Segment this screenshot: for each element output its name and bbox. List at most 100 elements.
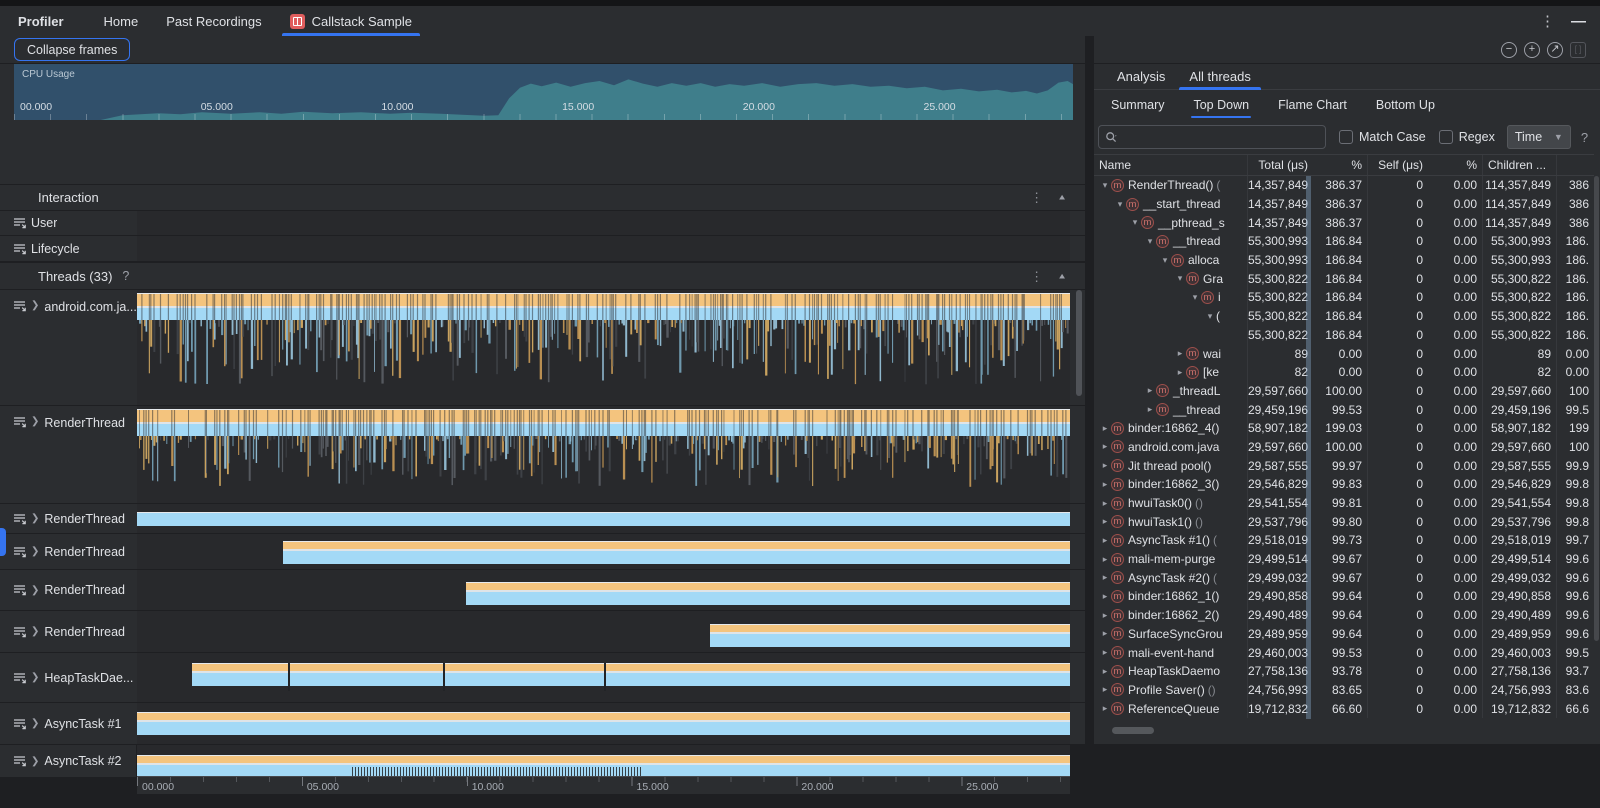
interaction-kebab-icon[interactable]: ⋮ xyxy=(1030,191,1043,204)
thread-track[interactable] xyxy=(137,745,1070,777)
thread-row-6[interactable]: ❯HeapTaskDae... xyxy=(0,653,1085,703)
tree-expanded-icon[interactable]: ▾ xyxy=(1159,255,1171,266)
thread-track[interactable] xyxy=(137,653,1070,702)
tab-past-recordings[interactable]: Past Recordings xyxy=(152,6,275,36)
interaction-row-user[interactable]: User xyxy=(0,211,1085,236)
expand-chevron-icon[interactable]: ❯ xyxy=(31,416,39,427)
thread-track[interactable] xyxy=(137,290,1070,405)
thread-row-7[interactable]: ❯AsyncTask #1 xyxy=(0,703,1085,745)
threads-kebab-icon[interactable]: ⋮ xyxy=(1030,270,1043,283)
tree-expanded-icon[interactable]: ▾ xyxy=(1204,311,1216,322)
thread-activity-bar[interactable] xyxy=(710,624,1070,647)
interaction-track[interactable] xyxy=(137,211,1070,235)
thread-row-5[interactable]: ❯RenderThread xyxy=(0,611,1085,653)
tree-collapsed-icon[interactable]: ▸ xyxy=(1144,385,1156,396)
tree-collapsed-icon[interactable]: ▸ xyxy=(1099,628,1111,639)
tree-collapsed-icon[interactable]: ▸ xyxy=(1174,367,1186,378)
tool-window-stripe-indicator[interactable] xyxy=(0,528,6,556)
thread-activity-bar[interactable] xyxy=(466,582,1070,605)
tree-collapsed-icon[interactable]: ▸ xyxy=(1099,610,1111,621)
thread-label[interactable]: ❯RenderThread xyxy=(0,611,136,652)
search-help-icon[interactable]: ? xyxy=(1581,130,1588,145)
tree-expanded-icon[interactable]: ▾ xyxy=(1129,217,1141,228)
expand-chevron-icon[interactable]: ❯ xyxy=(31,546,39,557)
column-header-self[interactable]: Self (μs) xyxy=(1368,155,1428,175)
tree-collapsed-icon[interactable]: ▸ xyxy=(1099,479,1111,490)
thread-label[interactable]: ❯AsyncTask #1 xyxy=(0,703,136,744)
expand-chevron-icon[interactable]: ❯ xyxy=(31,585,39,596)
tree-collapsed-icon[interactable]: ▸ xyxy=(1099,591,1111,602)
match-case-checkbox[interactable] xyxy=(1339,130,1353,144)
expand-chevron-icon[interactable]: ❯ xyxy=(31,513,39,524)
zoom-in-icon[interactable]: + xyxy=(1524,42,1540,58)
tab-all-threads[interactable]: All threads xyxy=(1177,64,1262,90)
tree-expanded-icon[interactable]: ▾ xyxy=(1174,273,1186,284)
expand-chevron-icon[interactable]: ❯ xyxy=(31,626,39,637)
thread-activity-bar[interactable] xyxy=(137,512,1070,526)
thread-row-3[interactable]: ❯RenderThread xyxy=(0,534,1085,570)
column-header-name[interactable]: Name xyxy=(1094,155,1248,175)
table-horizontal-scrollbar-thumb[interactable] xyxy=(1112,727,1154,734)
tab-analysis[interactable]: Analysis xyxy=(1105,64,1177,90)
table-vertical-scrollbar-thumb[interactable] xyxy=(1594,176,1599,641)
interaction-row-lifecycle[interactable]: Lifecycle xyxy=(0,236,1085,262)
tree-expanded-icon[interactable]: ▾ xyxy=(1099,180,1111,191)
tree-collapsed-icon[interactable]: ▸ xyxy=(1099,647,1111,658)
tab-callstack-sample[interactable]: Callstack Sample xyxy=(276,6,426,36)
tree-expanded-icon[interactable]: ▾ xyxy=(1144,236,1156,247)
thread-row-4[interactable]: ❯RenderThread xyxy=(0,570,1085,611)
subtab-top-down[interactable]: Top Down xyxy=(1181,90,1261,120)
thread-label[interactable]: ❯RenderThread xyxy=(0,504,136,533)
tree-expanded-icon[interactable]: ▾ xyxy=(1189,292,1201,303)
expand-chevron-icon[interactable]: ❯ xyxy=(31,300,39,311)
column-header-pct[interactable]: % xyxy=(1313,155,1368,175)
threads-scrollbar-thumb[interactable] xyxy=(1076,290,1082,396)
tree-collapsed-icon[interactable]: ▸ xyxy=(1099,516,1111,527)
expand-chevron-icon[interactable]: ❯ xyxy=(31,718,39,729)
tree-collapsed-icon[interactable]: ▸ xyxy=(1099,666,1111,677)
tree-collapsed-icon[interactable]: ▸ xyxy=(1144,404,1156,415)
thread-row-2[interactable]: ❯RenderThread xyxy=(0,504,1085,534)
tree-collapsed-icon[interactable]: ▸ xyxy=(1099,535,1111,546)
search-input[interactable] xyxy=(1121,130,1291,144)
reset-zoom-icon[interactable]: ↗ xyxy=(1547,42,1563,58)
tab-options-kebab-icon[interactable]: ⋮ xyxy=(1540,14,1555,29)
tree-collapsed-icon[interactable]: ▸ xyxy=(1099,441,1111,452)
regex-checkbox[interactable] xyxy=(1439,130,1453,144)
search-box[interactable] xyxy=(1098,125,1326,149)
thread-activity-bar[interactable] xyxy=(283,541,1070,564)
thread-label[interactable]: ❯RenderThread xyxy=(0,570,136,610)
thread-activity-bar[interactable] xyxy=(192,663,1070,686)
subtab-bottom-up[interactable]: Bottom Up xyxy=(1364,90,1447,120)
thread-label[interactable]: ❯RenderThread xyxy=(0,534,136,569)
interaction-section-header[interactable]: Interaction ⋮ ▲ xyxy=(0,184,1085,211)
column-header-children[interactable]: Children ... xyxy=(1483,155,1557,175)
minimize-icon[interactable]: — xyxy=(1571,13,1586,30)
tree-collapsed-icon[interactable]: ▸ xyxy=(1099,684,1111,695)
thread-activity-bar[interactable] xyxy=(137,712,1070,735)
tree-collapsed-icon[interactable]: ▸ xyxy=(1099,554,1111,565)
thread-label[interactable]: ❯android.com.ja... xyxy=(0,290,136,405)
thread-track[interactable] xyxy=(137,611,1070,652)
